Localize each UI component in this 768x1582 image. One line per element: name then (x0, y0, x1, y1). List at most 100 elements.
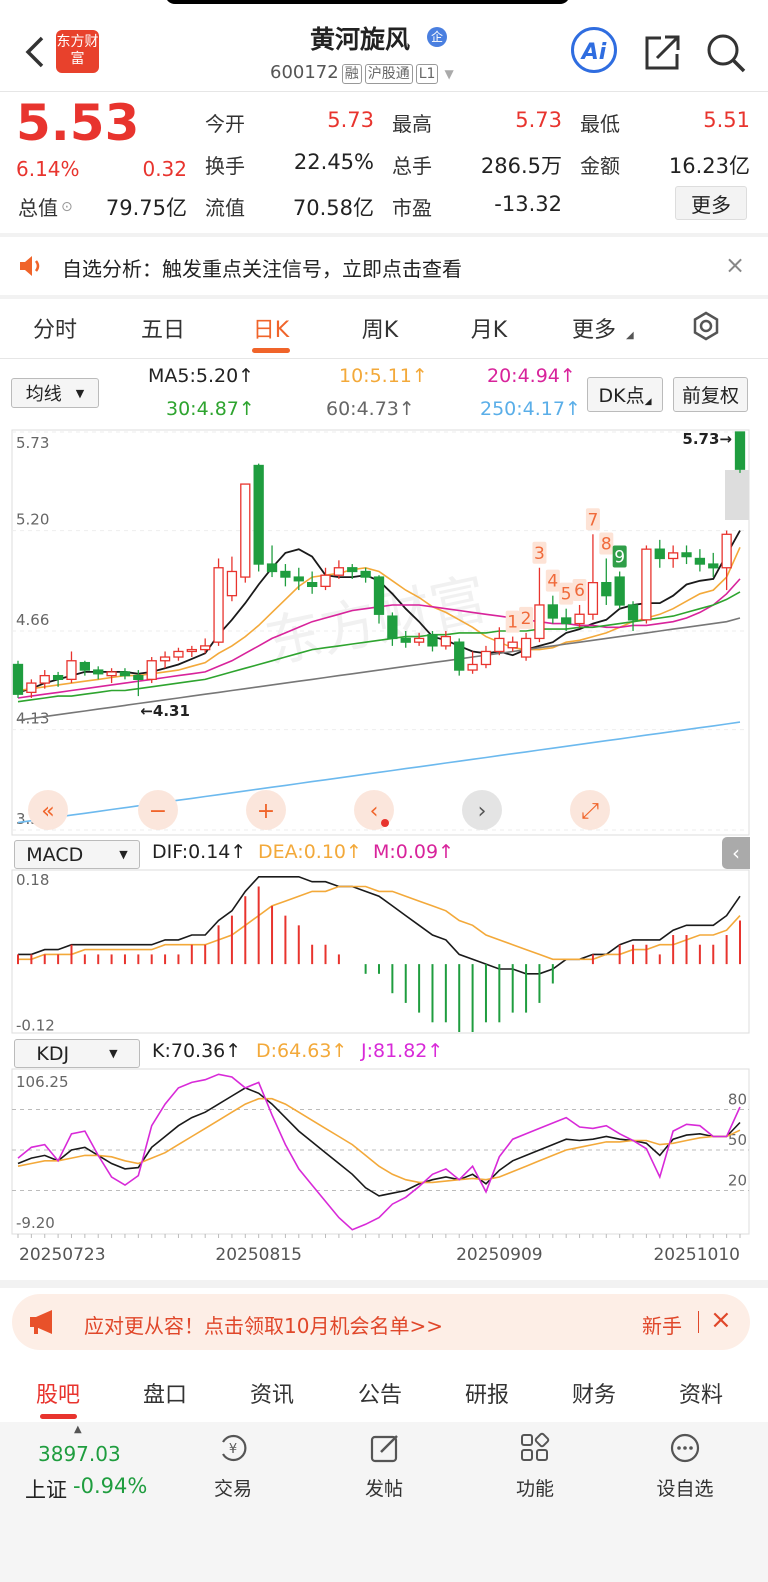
candle-body (627, 604, 639, 621)
ma-legend: 30:4.87↑ (166, 398, 255, 420)
field-value: 70.58亿 (292, 196, 374, 220)
bottom-tab[interactable]: 研报 (464, 1383, 510, 1408)
tab[interactable]: 月K (470, 318, 508, 343)
candle-body (133, 674, 144, 681)
tab[interactable]: 五日 (140, 318, 186, 343)
dot (381, 819, 389, 827)
signal-bg (532, 541, 547, 564)
candle-body (360, 570, 371, 578)
bottom-tab[interactable]: 资料 (678, 1383, 724, 1408)
collapse-tab[interactable]: ‹ (722, 837, 750, 869)
candle-body (480, 650, 492, 666)
tag: L1 (415, 64, 439, 84)
kdj-line (17, 1087, 741, 1197)
function-icon[interactable] (519, 1432, 551, 1464)
field-label: 总手 (392, 154, 432, 178)
field-label: 金额 (580, 154, 620, 178)
signal-bg (545, 569, 560, 592)
promo-text[interactable]: 应对更从容！点击领取10月机会名单>> (84, 1314, 443, 1338)
speaker-icon (20, 256, 40, 276)
kdj-selector[interactable]: KDJ ▼ (14, 1039, 140, 1068)
bottom-tab[interactable]: 盘口 (142, 1383, 188, 1408)
kdj-legend: J:81.82↑ (361, 1040, 444, 1062)
signal-label: 9 (614, 547, 625, 567)
ma-selector[interactable]: 均线 ▼ (11, 378, 99, 408)
tab-underline (40, 1414, 77, 1419)
label: KDJ (36, 1042, 70, 1065)
y-tick-label: 5.73 (16, 434, 49, 452)
ma-line (17, 617, 741, 722)
tab[interactable]: 分时 (32, 318, 78, 343)
adjust-button[interactable]: 前复权 (673, 377, 748, 412)
zoom-button[interactable] (28, 790, 68, 830)
bottom-tab[interactable]: 公告 (357, 1383, 403, 1408)
max-label: 5.73→ (682, 430, 732, 448)
nav-label[interactable]: 发帖 (364, 1478, 404, 1500)
more-button[interactable]: 更多 (675, 186, 747, 220)
tab[interactable]: 周K (361, 318, 399, 343)
zoom-icon: + (257, 799, 275, 824)
y-tick-label: -9.20 (16, 1214, 55, 1232)
post-icon[interactable] (369, 1432, 401, 1464)
level-label: 80 (728, 1090, 747, 1108)
search-button[interactable] (705, 32, 747, 74)
dk-button[interactable]: DK点 ◢ (587, 377, 663, 412)
candle-body (106, 671, 117, 677)
candle-body (440, 635, 452, 647)
tab[interactable]: 更多 (571, 318, 617, 343)
x-tick-label: 20251010 (653, 1245, 740, 1265)
candle-body (240, 483, 251, 578)
share-button[interactable] (643, 32, 683, 72)
trade-icon[interactable]: ¥ (217, 1432, 249, 1464)
candle-body (413, 637, 425, 643)
separator (698, 1311, 699, 1333)
candle-body (52, 674, 64, 681)
bottom-tab[interactable]: 财务 (571, 1383, 617, 1408)
logo[interactable]: 东方财富 (56, 30, 99, 73)
candle-body (574, 613, 585, 625)
zoom-button[interactable] (246, 790, 286, 830)
promo-banner[interactable] (12, 1294, 750, 1350)
nav-label[interactable]: 设自选 (656, 1478, 714, 1500)
macd-selector[interactable]: MACD ▼ (14, 840, 140, 869)
nav-label[interactable]: 交易 (213, 1478, 253, 1500)
candle-body (66, 660, 77, 681)
bottom-tab-active[interactable]: 股吧 (35, 1383, 81, 1408)
ai-button[interactable]: Ai (571, 27, 617, 73)
candle-body (12, 663, 24, 695)
kdj-legend: K:70.36↑ (152, 1040, 242, 1062)
notice-text[interactable]: 自选分析：触发重点关注信号，立即点击查看 (62, 257, 462, 281)
bottom-tab[interactable]: 资讯 (249, 1383, 295, 1408)
candle-body (79, 661, 91, 671)
watch-icon[interactable] (669, 1432, 701, 1464)
zoom-button[interactable] (462, 790, 502, 830)
nav-label[interactable]: 功能 (515, 1478, 555, 1500)
zoom-button[interactable] (570, 790, 610, 830)
y-tick-label: 5.20 (16, 511, 49, 529)
signal-label: 2 (521, 609, 532, 629)
field-label: 最低 (580, 112, 620, 136)
back-button[interactable] (22, 34, 48, 70)
zoom-icon: « (41, 799, 54, 824)
candle-body (708, 563, 719, 569)
signal-label: 3 (534, 544, 545, 564)
ma-line (17, 721, 741, 824)
macd-line (18, 885, 741, 961)
candle-body (614, 576, 625, 606)
tab-underline (252, 348, 290, 353)
divider (0, 1280, 768, 1288)
macd-line (18, 876, 741, 975)
settings-icon[interactable] (691, 311, 721, 341)
megaphone-icon (30, 1310, 52, 1334)
y-tick-label: 106.25 (16, 1073, 69, 1091)
zoom-button[interactable] (138, 790, 178, 830)
close-promo[interactable]: × (710, 1305, 732, 1335)
field-value: -13.32 (494, 192, 562, 216)
signal-bg (612, 545, 627, 568)
close-notice[interactable]: × (725, 251, 746, 279)
stock-name: 黄河旋风 (310, 25, 411, 54)
tab-active[interactable]: 日K (252, 318, 290, 343)
candle-body (333, 567, 345, 576)
candle-body (347, 567, 358, 573)
candle-body (601, 581, 612, 597)
